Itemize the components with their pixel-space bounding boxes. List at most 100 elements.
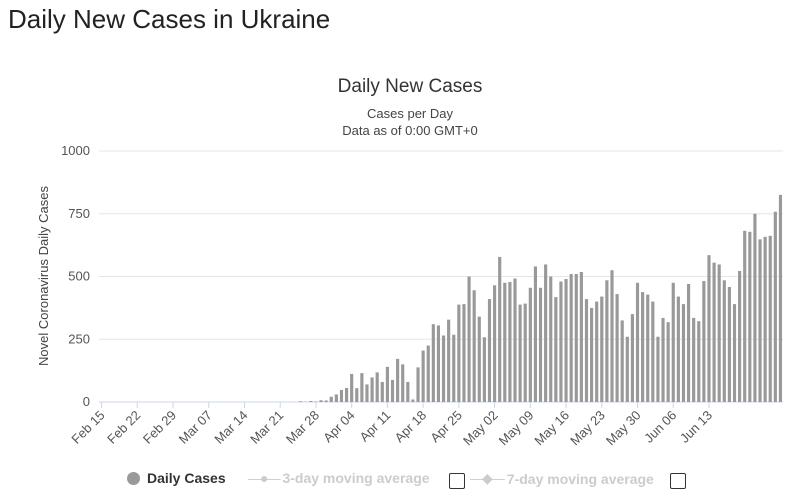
bar[interactable] (610, 270, 614, 402)
bar[interactable] (692, 317, 696, 402)
bar[interactable] (732, 304, 737, 402)
bar[interactable] (620, 320, 624, 402)
bar[interactable] (569, 273, 573, 402)
bar[interactable] (554, 297, 558, 402)
bar[interactable] (493, 285, 497, 402)
bar[interactable] (406, 381, 410, 402)
bar[interactable] (748, 231, 752, 402)
bar[interactable] (518, 304, 522, 402)
legend-item-3-day-average[interactable]: —●— 3-day moving average (248, 470, 430, 486)
bar[interactable] (773, 211, 777, 402)
bar[interactable] (671, 282, 675, 402)
bar[interactable] (646, 294, 650, 402)
bar[interactable] (635, 282, 640, 402)
bar[interactable] (503, 282, 507, 402)
bar[interactable] (600, 296, 604, 402)
bar[interactable] (447, 319, 451, 402)
bar[interactable] (605, 280, 609, 402)
bar[interactable] (778, 194, 783, 402)
bar[interactable] (508, 282, 512, 402)
bar[interactable] (385, 366, 389, 402)
bar[interactable] (615, 294, 619, 402)
bar[interactable] (651, 301, 655, 402)
bar[interactable] (390, 379, 395, 402)
bar[interactable] (324, 400, 328, 402)
bar[interactable] (702, 281, 706, 402)
bar[interactable] (329, 396, 333, 402)
bar[interactable] (549, 276, 553, 403)
bar[interactable] (579, 271, 583, 402)
bar[interactable] (436, 325, 441, 402)
bar[interactable] (457, 304, 461, 402)
bar[interactable] (477, 316, 481, 402)
bar[interactable] (416, 367, 420, 402)
bar[interactable] (426, 345, 430, 402)
bar[interactable] (344, 387, 349, 402)
bar[interactable] (487, 299, 492, 402)
bar[interactable] (564, 279, 568, 402)
bar[interactable] (686, 284, 691, 402)
bar[interactable] (462, 304, 466, 402)
bar[interactable] (350, 373, 354, 402)
3-day-average-checkbox[interactable] (449, 473, 465, 489)
bar[interactable] (656, 336, 660, 402)
legend-item-7-day-average[interactable]: —◆— 7-day moving average (470, 470, 654, 487)
bar[interactable] (314, 401, 318, 403)
bar[interactable] (411, 399, 415, 402)
bar[interactable] (574, 273, 578, 402)
bar[interactable] (498, 256, 502, 402)
bar[interactable] (625, 336, 629, 402)
bar[interactable] (768, 235, 772, 402)
bar[interactable] (441, 335, 446, 402)
bar[interactable] (584, 299, 589, 402)
bar[interactable] (513, 278, 517, 402)
bar[interactable] (309, 401, 313, 402)
bar[interactable] (370, 377, 374, 402)
bar[interactable] (339, 389, 344, 402)
bar[interactable] (528, 287, 532, 402)
bar[interactable] (763, 236, 767, 402)
bar[interactable] (299, 401, 303, 402)
bar[interactable] (452, 334, 456, 402)
bar[interactable] (661, 317, 665, 402)
bar[interactable] (355, 388, 359, 402)
bar[interactable] (666, 322, 670, 402)
bar[interactable] (717, 264, 721, 402)
bar[interactable] (380, 381, 384, 402)
bar[interactable] (360, 373, 364, 402)
bar[interactable] (590, 307, 594, 403)
bar[interactable] (319, 400, 323, 402)
bar[interactable] (467, 276, 471, 403)
bar[interactable] (712, 262, 716, 402)
bar[interactable] (758, 239, 762, 402)
bar[interactable] (396, 358, 400, 402)
bar[interactable] (365, 384, 369, 402)
bar[interactable] (482, 337, 486, 402)
bar[interactable] (743, 230, 747, 402)
bar[interactable] (697, 321, 701, 402)
bar[interactable] (431, 324, 435, 402)
bar[interactable] (676, 296, 680, 402)
y-axis: 0 250 500 750 1000 (61, 143, 90, 409)
bar[interactable] (421, 350, 425, 402)
bar[interactable] (753, 213, 757, 402)
bar[interactable] (738, 270, 742, 402)
bar[interactable] (595, 301, 599, 402)
bar[interactable] (472, 290, 476, 402)
bar[interactable] (727, 287, 731, 402)
bar[interactable] (538, 287, 543, 402)
bar[interactable] (641, 292, 645, 402)
bar[interactable] (722, 280, 726, 402)
bar[interactable] (533, 266, 538, 402)
bar[interactable] (630, 314, 634, 402)
bar[interactable] (334, 394, 338, 402)
legend-item-daily-cases[interactable]: Daily Cases (127, 470, 226, 486)
bar[interactable] (523, 303, 527, 402)
7-day-average-checkbox[interactable] (670, 473, 686, 489)
bar[interactable] (375, 372, 379, 402)
bar[interactable] (401, 364, 405, 402)
bar[interactable] (707, 255, 711, 402)
bar[interactable] (559, 281, 563, 402)
bar[interactable] (681, 304, 686, 402)
bar[interactable] (544, 264, 548, 402)
